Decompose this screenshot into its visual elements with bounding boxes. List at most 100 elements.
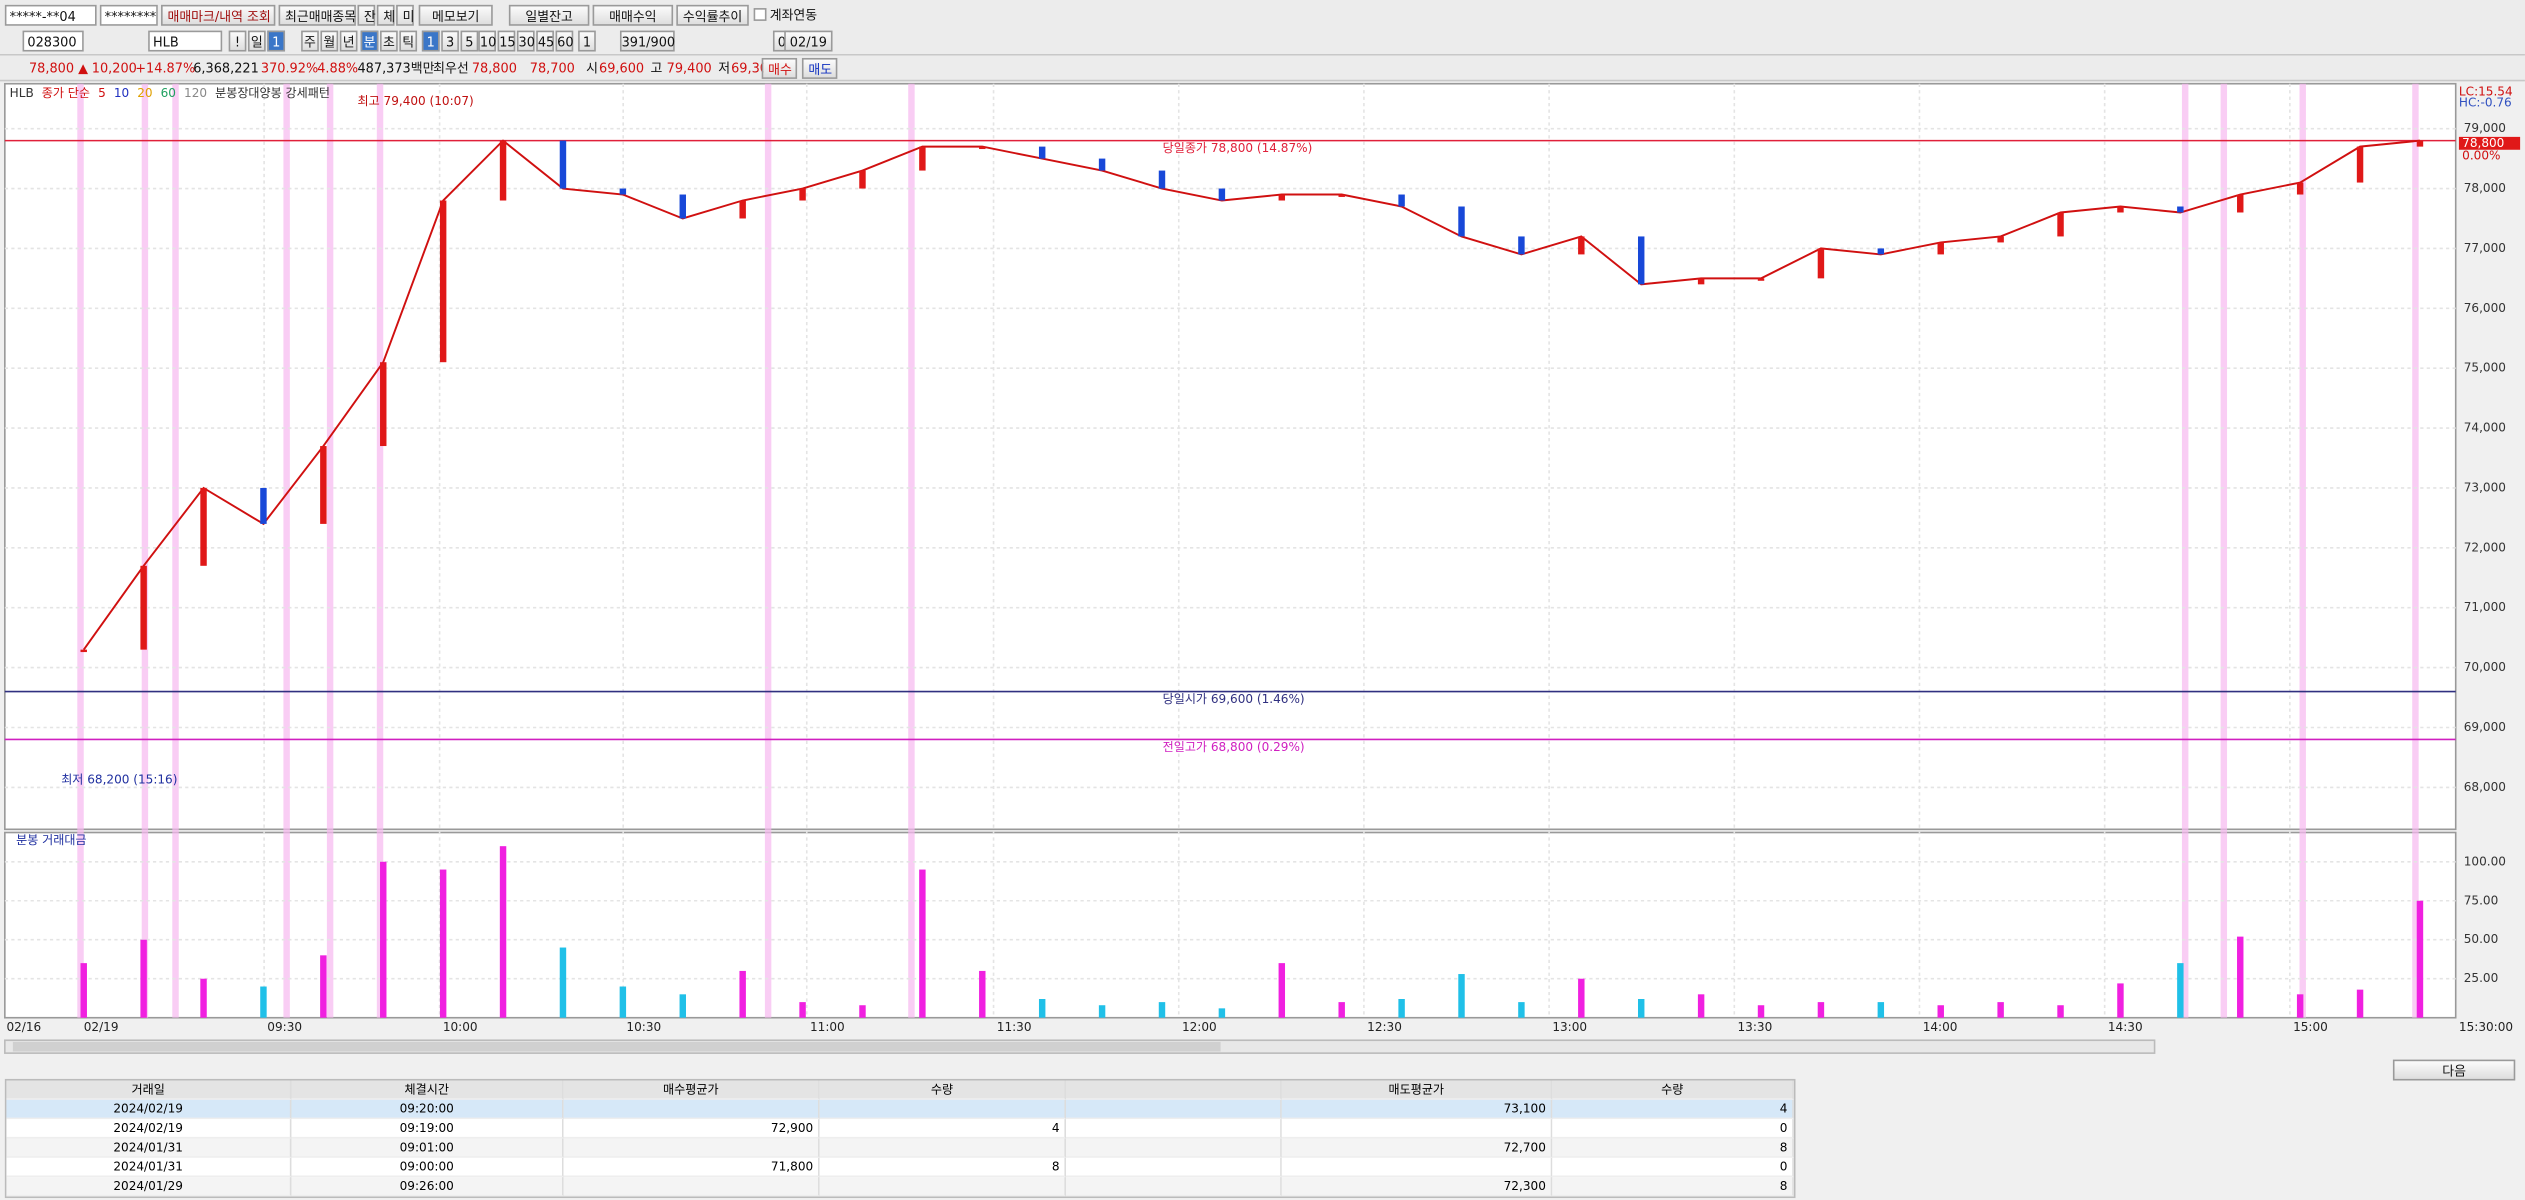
volume-pane bbox=[4, 831, 2457, 1019]
toolbar-button[interactable]: 체 bbox=[376, 4, 395, 26]
period-button[interactable]: 5 bbox=[460, 30, 479, 52]
period-button[interactable]: 년 bbox=[339, 30, 358, 52]
volume-bar bbox=[1937, 1005, 1944, 1018]
quote-turnover-ratio: 370.92% bbox=[260, 61, 319, 76]
candle bbox=[859, 170, 866, 189]
candle bbox=[1098, 158, 1106, 171]
last-change: 0.00% bbox=[2462, 149, 2500, 163]
candle bbox=[140, 565, 147, 650]
legend-entry: 120 bbox=[184, 86, 207, 100]
toolbar-button[interactable]: 미 bbox=[396, 4, 414, 26]
price-tick-label: 70,000 bbox=[2464, 660, 2506, 674]
link-label: 계좌연동 bbox=[769, 8, 818, 23]
period-button[interactable]: 02/19 bbox=[784, 30, 833, 52]
candle bbox=[1757, 278, 1765, 281]
candle bbox=[1398, 194, 1405, 207]
volume-bar bbox=[799, 1002, 806, 1018]
period-button[interactable]: 391/900 bbox=[619, 30, 675, 52]
price-tick-label: 71,000 bbox=[2464, 600, 2506, 614]
link-checkbox[interactable] bbox=[753, 8, 767, 21]
price-tick-label: 75,000 bbox=[2464, 361, 2506, 375]
price-tick-label: 77,000 bbox=[2464, 241, 2506, 255]
quote-volume: 6,368,221 bbox=[193, 61, 259, 76]
next-button[interactable]: 다음 bbox=[2392, 1059, 2516, 1081]
table-cell: 09:26:00 bbox=[291, 1177, 564, 1197]
pattern-band bbox=[77, 83, 84, 1018]
volume-bar bbox=[2237, 936, 2244, 1018]
period-button[interactable]: 45 bbox=[536, 30, 554, 52]
buy-button[interactable]: 매수 bbox=[761, 57, 798, 79]
stock-name[interactable]: HLB bbox=[148, 30, 223, 52]
volume-bar bbox=[1338, 1002, 1345, 1018]
candle bbox=[979, 146, 986, 150]
toolbar-button[interactable]: 매매마크/내역 조회 bbox=[161, 4, 276, 26]
table-cell bbox=[1066, 1099, 1282, 1120]
candle bbox=[1937, 242, 1944, 255]
price-tick-label: 68,000 bbox=[2464, 780, 2506, 794]
period-button[interactable]: 주 bbox=[301, 30, 319, 52]
pattern-band bbox=[376, 83, 384, 1018]
pattern-band bbox=[2220, 83, 2228, 1018]
period-button[interactable]: ! bbox=[228, 30, 247, 52]
table-cell: 8 bbox=[819, 1157, 1067, 1178]
period-button[interactable]: 1 bbox=[578, 30, 596, 52]
toolbar-button[interactable]: 잔 bbox=[357, 4, 376, 26]
period-button[interactable]: 1 bbox=[267, 30, 286, 52]
volume-title: 분봉 거래대금 bbox=[16, 833, 86, 847]
table-cell bbox=[563, 1099, 820, 1120]
candle bbox=[1877, 248, 1885, 255]
table-cell: 2024/01/29 bbox=[6, 1177, 292, 1197]
candle bbox=[439, 200, 447, 363]
reference-label: 당일종가 78,800 (14.87%) bbox=[1163, 141, 1313, 155]
period-button[interactable]: 틱 bbox=[399, 30, 418, 52]
price-tick-label: 79,000 bbox=[2464, 121, 2506, 135]
period-button[interactable]: 초 bbox=[380, 30, 398, 52]
pattern-band bbox=[908, 83, 915, 1018]
period-button[interactable]: 월 bbox=[320, 30, 339, 52]
legend-entry: HLB bbox=[10, 86, 34, 100]
volume-bar bbox=[619, 986, 627, 1018]
table-cell: 73,100 bbox=[1281, 1099, 1553, 1120]
pattern-band bbox=[2299, 83, 2306, 1018]
volume-bar bbox=[559, 947, 567, 1018]
toolbar-button[interactable]: 메모보기 bbox=[418, 4, 493, 26]
time-axis-label: 14:00 bbox=[1923, 1020, 1958, 1034]
candle bbox=[200, 487, 207, 566]
table-cell bbox=[1281, 1119, 1553, 1139]
period-button[interactable]: 1 bbox=[421, 30, 440, 52]
table-cell: 0 bbox=[1552, 1157, 1794, 1178]
volume-bar bbox=[1697, 994, 1705, 1018]
scroll-thumb bbox=[12, 1041, 1221, 1052]
pattern-label: 분봉장대양봉 강세패턴 bbox=[215, 86, 330, 100]
period-button[interactable]: 60 bbox=[555, 30, 574, 52]
candle bbox=[739, 200, 746, 219]
sell-button[interactable]: 매도 bbox=[801, 57, 838, 79]
toolbar-button[interactable]: 최근매매종목 bbox=[278, 4, 356, 26]
time-axis-label: 12:30 bbox=[1367, 1020, 1402, 1034]
time-axis-label: 13:30 bbox=[1738, 1020, 1773, 1034]
period-button[interactable]: 분 bbox=[360, 30, 379, 52]
toolbar-button[interactable]: 수익률추이 bbox=[676, 4, 749, 26]
password-field[interactable]: ******** bbox=[99, 4, 158, 26]
period-button[interactable]: 10 bbox=[478, 30, 496, 52]
volume-bar bbox=[2356, 989, 2364, 1018]
toolbar-button[interactable]: 매매수익 bbox=[592, 4, 674, 26]
period-button[interactable]: 일 bbox=[247, 30, 266, 52]
account-select[interactable]: *****-**04 bbox=[4, 4, 97, 26]
candle bbox=[2177, 206, 2184, 213]
table-cell bbox=[819, 1177, 1067, 1197]
table-header: 수량 bbox=[819, 1080, 1067, 1100]
table-cell bbox=[563, 1177, 820, 1197]
period-button[interactable]: 3 bbox=[441, 30, 459, 52]
toolbar-button[interactable]: 일별잔고 bbox=[508, 4, 590, 26]
quote-price: 78,800 ▲ bbox=[28, 61, 89, 76]
candle bbox=[559, 140, 567, 189]
candle bbox=[1637, 236, 1645, 285]
table-cell bbox=[563, 1138, 820, 1158]
period-button[interactable]: 30 bbox=[516, 30, 535, 52]
price-tick-label: 76,000 bbox=[2464, 301, 2506, 315]
price-tick-label: 72,000 bbox=[2464, 540, 2506, 554]
period-button[interactable]: 15 bbox=[497, 30, 516, 52]
stock-code[interactable]: 028300 bbox=[22, 30, 84, 52]
